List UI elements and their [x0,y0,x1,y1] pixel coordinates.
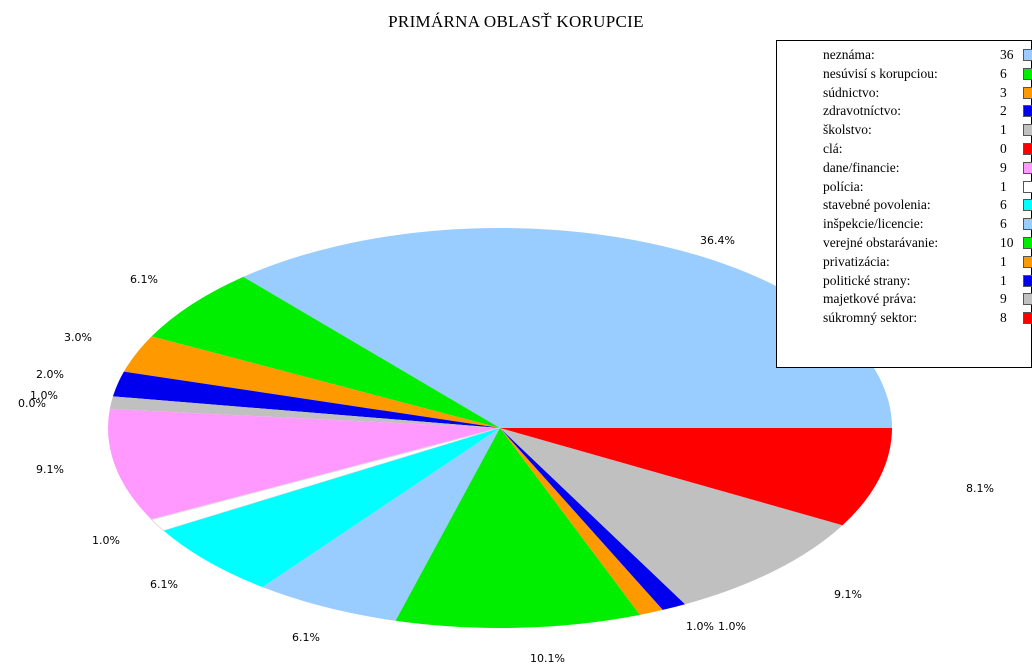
percent-label-danefinancie: 9.1% [36,463,64,476]
legend-value: 9 [1000,159,1007,175]
legend-item-zdravotnictvo: zdravotníctvo: 2 [777,102,1032,121]
legend-swatch [1023,274,1032,287]
legend-item-verejne-obstaravanie: verejné obstarávanie: 10 [777,234,1032,253]
legend-value: 3 [1000,84,1007,100]
legend-value: 0 [1000,140,1007,156]
legend-swatch [1023,199,1032,212]
legend-swatch [1023,124,1032,137]
legend-value: 8 [1000,310,1007,326]
legend-swatch [1023,218,1032,231]
legend-item-privatizacia: privatizácia: 1 [777,253,1032,272]
legend-item-nesuvisi-s-korupciou: nesúvisí s korupciou: 6 [777,65,1032,84]
legend-value: 1 [1000,122,1007,138]
percent-label-neznama: 36.4% [700,234,735,247]
legend-label: dane/financie: [823,159,900,175]
percent-label-sudnictvo: 3.0% [64,331,92,344]
percent-label-verejne-obstaravanie: 10.1% [530,652,565,665]
legend-swatch [1023,255,1032,268]
legend-swatch [1023,105,1032,118]
legend-value: 6 [1000,197,1007,213]
percent-label-cla: 0.0% [18,397,46,410]
legend-label: privatizácia: [823,253,890,269]
legend-value: 1 [1000,178,1007,194]
legend-label: súkromný sektor: [823,310,918,326]
slice-skolstvo [109,396,500,428]
legend-swatch [1023,67,1032,80]
percent-label-zdravotnictvo: 2.0% [36,368,64,381]
legend-value: 1 [1000,272,1007,288]
pie-slices [108,227,893,629]
legend-label: školstvo: [823,122,872,138]
legend-item-stavebne-povolenia: stavebné povolenia: 6 [777,196,1032,215]
slice-policia [150,427,501,532]
percent-label-privatizacia: 1.0% [686,620,714,633]
percent-label-inspekcielicencie: 6.1% [292,631,320,644]
legend-item-cla: clá: 0 [777,140,1032,159]
legend-item-inspekcielicencie: inšpekcie/licencie: 6 [777,215,1032,234]
legend-value: 10 [1000,234,1014,250]
legend-item-danefinancie: dane/financie: 9 [777,159,1032,178]
slice-majetkove-prava [500,428,843,605]
legend-item-politicke-strany: politické strany: 1 [777,272,1032,291]
legend-label: politické strany: [823,272,911,288]
legend-swatch [1023,161,1032,174]
legend-label: neznáma: [823,47,875,62]
percent-label-nesuvisi-s-korupciou: 6.1% [130,273,158,286]
legend-value: 6 [1000,65,1007,81]
legend-label: zdravotníctvo: [823,103,901,119]
slice-sudnictvo [123,336,500,428]
legend-swatch [1023,49,1032,61]
percent-label-stavebne-povolenia: 6.1% [150,578,178,591]
legend-value: 36 [1000,47,1014,62]
percent-label-policia: 1.0% [92,534,120,547]
percent-labels: 36.4%6.1%3.0%2.0%1.0%0.0%9.1%1.0%6.1%6.1… [18,234,994,665]
legend-label: majetkové práva: [823,291,917,307]
legend-label: inšpekcie/licencie: [823,216,924,232]
legend-swatch [1023,142,1032,155]
legend-item-majetkove-prava: majetkové práva: 9 [777,290,1032,309]
legend-swatch [1023,86,1032,99]
legend-item-skolstvo: školstvo: 1 [777,121,1032,140]
legend-item-policia: polícia: 1 [777,178,1032,197]
legend-value: 1 [1000,253,1007,269]
slice-nesuvisi-s-korupciou [151,276,500,428]
legend-value: 6 [1000,216,1007,232]
slice-sukromny-sektor [500,428,892,526]
legend-item-sudnictvo: súdnictvo: 3 [777,84,1032,103]
legend-label: polícia: [823,178,864,194]
slice-stavebne-povolenia [163,428,501,588]
legend-item-neznama: neznáma: 36 [777,46,1032,65]
legend-label: verejné obstarávanie: [823,234,939,250]
percent-label-skolstvo: 1.0% [30,389,58,402]
slice-politicke-strany [500,428,686,610]
percent-label-politicke-strany: 1.0% [718,620,746,633]
legend-label: stavebné povolenia: [823,197,931,213]
legend-label: nesúvisí s korupciou: [823,65,938,81]
legend-swatch [1023,293,1032,306]
legend-item-sukromny-sektor: súkromný sektor: 8 [777,309,1032,328]
legend-swatch [1023,312,1032,325]
legend-value: 9 [1000,291,1007,307]
slice-danefinancie [108,408,500,520]
slice-zdravotnictvo [112,371,501,428]
chart-title: PRIMÁRNA OBLASŤ KORUPCIE [388,12,644,31]
slice-inspekcielicencie [262,428,500,621]
legend-label: súdnictvo: [823,84,880,100]
slice-privatizacia [500,428,663,615]
slice-verejne-obstaravanie [395,428,640,629]
percent-label-majetkove-prava: 9.1% [834,588,862,601]
legend-swatch [1023,236,1032,249]
legend-swatch [1023,180,1032,193]
percent-label-sukromny-sektor: 8.1% [966,482,994,495]
slice-neznama [243,227,893,428]
legend-label: clá: [823,140,843,156]
legend-value: 2 [1000,103,1007,119]
legend: neznáma: 36 nesúvisí s korupciou: 6 súdnictv… [776,40,1032,368]
